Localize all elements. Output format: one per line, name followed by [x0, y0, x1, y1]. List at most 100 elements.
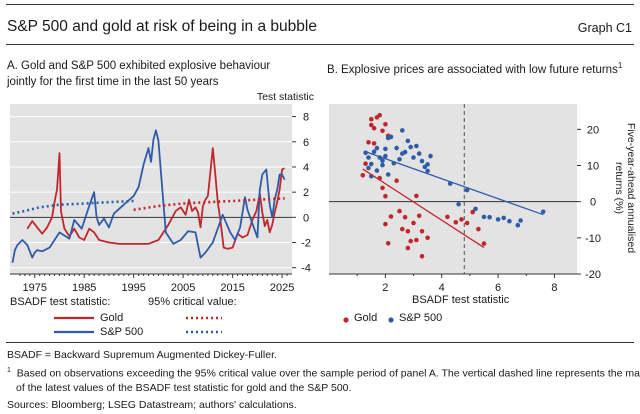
legend-b-sp500-marker: [388, 317, 394, 323]
panel-b-point-gold: [425, 235, 430, 241]
panel-b-point-gold: [481, 241, 487, 246]
panel-b-point-sp500: [385, 172, 391, 177]
legend-a-gold-label: Gold: [100, 312, 124, 324]
panel-b-point-gold: [388, 214, 394, 219]
panel-b-point-gold: [366, 140, 371, 145]
panel-b-ylabel-line2: returns (%): [613, 162, 625, 214]
panel-b-point-gold: [419, 229, 425, 234]
panel-b-point-gold: [464, 220, 470, 226]
panel-b-x-tick-label: 2: [382, 282, 388, 294]
panel-b-point-sp500: [380, 158, 385, 164]
panel-b-point-sp500: [416, 151, 422, 156]
panel-b-x-tick-label: 6: [495, 282, 501, 294]
panel-b-point-gold: [476, 226, 481, 232]
panel-a-chart: -4 -2 0 2 4 6 8 1975 1985 1995 2005 2015 2025: [10, 104, 311, 294]
panel-b-x-tick-label: 4: [439, 282, 445, 294]
panel-b-fit-line-1: [365, 151, 544, 216]
panel-b-point-gold: [369, 116, 374, 122]
panel-b-chart: -20 -10 0 10 20 2 4 6 8 Five-year-ahead annuali…: [329, 104, 637, 294]
panel-b-point-sp500: [366, 165, 371, 171]
panel-b-point-sp500: [408, 144, 413, 150]
panel-b-point-sp500: [371, 149, 377, 154]
legend-b-markers: [343, 317, 394, 323]
legend-a-solid-keys: [54, 316, 94, 334]
footnote-1: 1 Based on observations exceeding the 95…: [7, 367, 640, 394]
panel-b-point-gold: [383, 122, 388, 127]
panel-b-point-gold: [371, 141, 377, 146]
panel-b-point-gold: [419, 254, 425, 259]
panel-b-point-gold: [380, 185, 385, 191]
panel-b-xlabel: BSADF test statistic: [412, 294, 510, 306]
panel-b-point-sp500: [405, 138, 411, 144]
panel-b-point-sp500: [419, 158, 425, 164]
panel-a-title: A. Gold and S&P 500 exhibited explosive …: [7, 60, 271, 88]
panel-b-point-sp500: [383, 153, 388, 159]
panel-b-point-gold: [371, 125, 377, 131]
panel-b-y-tick-label: -10: [585, 233, 601, 245]
legend-a-dotted-keys: [186, 316, 222, 334]
title-rule: [6, 44, 634, 45]
panel-a-x-tick-label: 2025: [270, 282, 294, 294]
panel-a-x-tick-label: 1985: [72, 282, 96, 294]
panel-a-y-tick-label: 6: [303, 137, 309, 149]
panel-b-point-gold: [380, 128, 385, 134]
panel-a-y-tick-label: -4: [301, 263, 311, 275]
panel-b-title: B. Explosive prices are associated with …: [327, 61, 623, 76]
panel-b-fit-lines: [362, 151, 544, 249]
panel-b-point-gold: [400, 226, 405, 232]
panel-b-point-gold: [414, 237, 419, 243]
panel-a-x-tick-label: 2015: [220, 282, 244, 294]
panel-b-y-tick-label: 20: [587, 124, 599, 136]
panel-b-plot-area: [329, 104, 577, 274]
panel-b-point-sp500: [411, 155, 416, 160]
panel-b-point-gold: [445, 214, 450, 220]
panel-b-point-sp500: [388, 134, 394, 140]
top-rule: [6, 4, 634, 5]
panel-a-series-1: [11, 129, 286, 263]
panel-a-y-tick-label: 2: [303, 187, 309, 199]
panel-b-point-sp500: [425, 162, 430, 167]
panel-b-point-sp500: [374, 145, 380, 151]
panel-b-point-sp500: [374, 168, 380, 173]
panel-a-y-tick-label: 8: [303, 112, 309, 124]
panel-b-point-gold: [405, 229, 411, 234]
panel-b-ylabel-line1: Five-year-ahead annualised: [625, 123, 637, 253]
panel-b-point-gold: [394, 178, 399, 183]
panel-b-point-sp500: [487, 214, 492, 220]
panel-b-point-sp500: [402, 149, 408, 155]
legend-b-sp500-label: S&P 500: [399, 312, 443, 324]
panel-a-y-tick-label: 0: [303, 212, 309, 224]
panel-b-point-gold: [453, 220, 459, 225]
panel-b-point-gold: [470, 209, 475, 215]
panel-b-point-sp500: [383, 146, 388, 152]
legend-a-col2-title: 95% critical value:: [148, 296, 237, 308]
panel-b-points: [360, 112, 546, 259]
panel-b-point-sp500: [366, 155, 371, 160]
panel-b-point-sp500: [394, 145, 399, 151]
panel-b-point-sp500: [501, 215, 506, 221]
sources: Sources: Bloomberg; LSEG Datastream; aut…: [7, 399, 297, 411]
panel-b-y-tick-label: 10: [587, 160, 599, 172]
legend-b-gold-marker: [343, 317, 349, 323]
graph-number: Graph C1: [577, 21, 632, 35]
legend-a-sp500-label: S&P 500: [100, 326, 144, 338]
panel-b-point-gold: [416, 213, 422, 219]
panel-b-point-sp500: [515, 222, 521, 228]
panel-b-y-tick-label: 0: [590, 197, 596, 209]
panel-b-point-gold: [411, 220, 416, 226]
panel-b-point-sp500: [369, 161, 374, 167]
footnote-rule: [6, 342, 634, 343]
panel-a-x-tick-label: 2005: [171, 282, 195, 294]
panel-b-point-gold: [363, 161, 368, 166]
panel-b-point-gold: [383, 193, 388, 199]
panel-b-point-sp500: [507, 218, 512, 224]
panel-b-point-sp500: [397, 157, 402, 162]
panel-b-point-sp500: [428, 153, 433, 159]
panel-a-y-tick-label: -2: [301, 238, 311, 250]
panel-a-series-0: [26, 147, 286, 250]
panel-b-point-gold: [360, 173, 366, 178]
legend-b-gold-label: Gold: [354, 312, 378, 324]
panel-b-x-tick-label: 8: [551, 282, 557, 294]
panel-b-point-sp500: [425, 168, 430, 174]
panel-b-point-sp500: [518, 218, 523, 223]
